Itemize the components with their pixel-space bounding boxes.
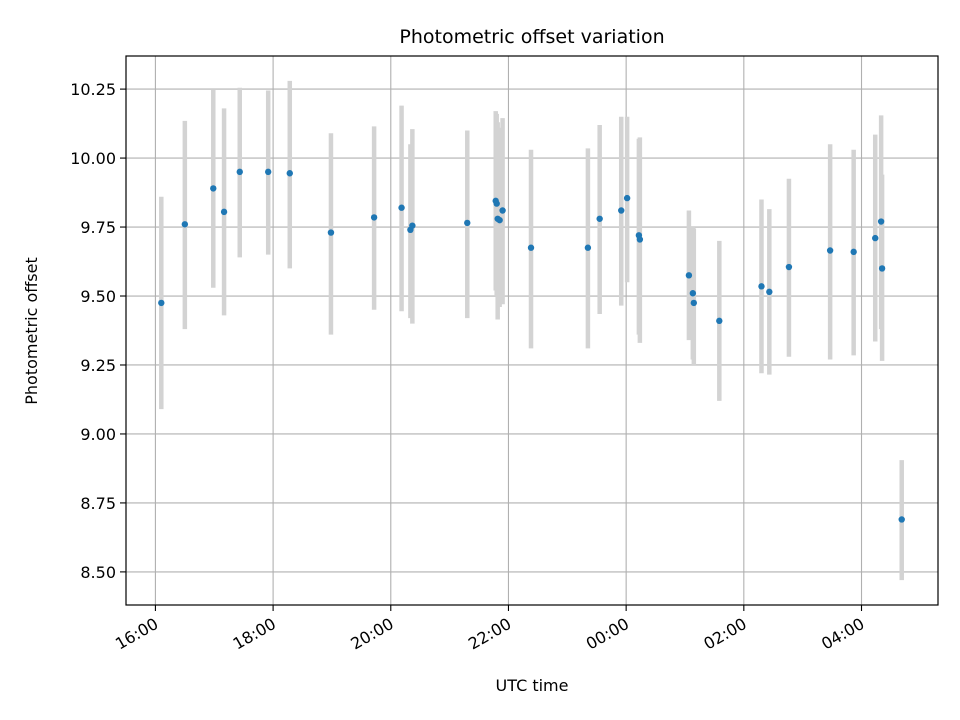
data-point (210, 185, 217, 192)
data-point (220, 208, 228, 216)
data-point (785, 263, 793, 271)
chart-title: Photometric offset variation (399, 26, 664, 48)
data-point (409, 222, 416, 229)
data-point (327, 229, 335, 236)
data-point (690, 299, 698, 307)
y-tick-label: 9.00 (80, 425, 116, 444)
data-point (496, 216, 503, 224)
data-point (872, 234, 879, 242)
y-tick-label: 9.50 (80, 287, 116, 306)
data-point (618, 207, 625, 214)
data-point (766, 288, 773, 296)
data-point (596, 215, 603, 222)
y-tick-label: 9.25 (80, 356, 116, 375)
plot-frame (125, 55, 939, 606)
data-point (898, 516, 905, 523)
data-point (584, 244, 592, 251)
data-point (236, 168, 243, 176)
data-point (636, 236, 644, 243)
data-point (286, 170, 293, 177)
y-tick-label: 10.25 (70, 80, 116, 99)
y-tick-label: 9.75 (80, 218, 116, 237)
data-point (370, 214, 378, 221)
y-tick-label: 10.00 (70, 149, 116, 168)
data-point (826, 247, 834, 254)
data-point (264, 168, 272, 176)
data-point (758, 283, 765, 290)
data-point (398, 204, 405, 211)
data-point (464, 219, 471, 227)
data-point (181, 221, 189, 228)
data-point (499, 207, 506, 214)
data-point (716, 317, 723, 325)
y-ticks: 8.50 8.75 9.00 9.25 9.50 9.75 10.00 10.25 (70, 80, 126, 582)
data-point (850, 248, 857, 256)
data-point (623, 194, 631, 202)
y-tick-label: 8.50 (80, 563, 116, 582)
y-axis-label: Photometric offset (22, 257, 41, 405)
data-point (527, 244, 535, 251)
data-point (877, 218, 885, 225)
x-axis-label: UTC time (496, 676, 569, 695)
data-point (493, 200, 500, 207)
y-tick-label: 8.75 (80, 494, 116, 513)
data-point (689, 290, 697, 297)
data-points (158, 168, 905, 523)
data-point (878, 265, 886, 272)
data-point (685, 272, 693, 279)
data-point (158, 299, 165, 307)
